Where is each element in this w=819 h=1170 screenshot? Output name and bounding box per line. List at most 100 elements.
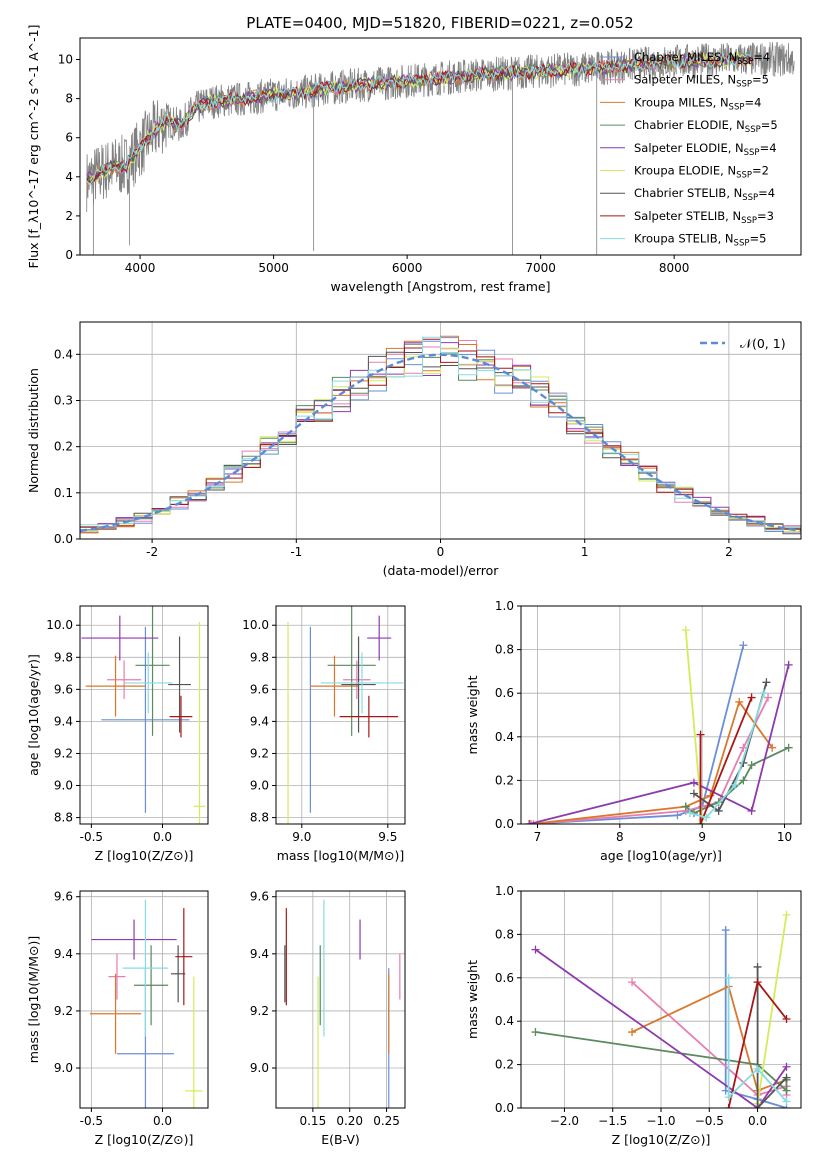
x-tick-label: 0.0: [153, 830, 172, 844]
y-tick-label: 0: [65, 248, 73, 262]
weight-marker: [525, 820, 534, 824]
y-tick-label: 8.8: [54, 811, 73, 825]
legend-entry: Chabrier MILES, NSSP=4: [634, 50, 770, 67]
weight-marker: [782, 1062, 791, 1071]
x-tick-label: 0.15: [299, 1114, 326, 1128]
y-tick-label: 0.0: [54, 532, 73, 546]
x-axis-label: E(B-V): [321, 1132, 360, 1147]
weight-series-line: [727, 977, 788, 1103]
x-tick-label: -2: [146, 545, 158, 559]
x-tick-label: 0: [437, 545, 445, 559]
x-tick-label: −1.5: [598, 1114, 627, 1128]
y-tick-label: 10: [58, 53, 73, 67]
weight-marker: [724, 973, 733, 982]
spectrum-legend: Chabrier MILES, NSSP=4 Salpeter MILES, NS…: [600, 50, 778, 249]
legend-entry: Kroupa STELIB, NSSP=5: [634, 232, 766, 249]
y-tick-label: 0.8: [495, 927, 514, 941]
y-tick-label: 0.8: [495, 643, 514, 657]
weight-marker: [753, 978, 762, 987]
mass_vs_Z-axes: -0.5 0.0 9.0 9.2 9.4 9.6 Z [log10(Z/Z⊙)] mass […: [26, 890, 208, 1147]
legend-count: =5: [761, 118, 778, 132]
weight-series-line: [535, 1031, 788, 1093]
legend-subscript: SSP: [742, 193, 758, 203]
x-tick-label: -0.5: [80, 830, 103, 844]
y-tick-label: 9.6: [250, 890, 269, 904]
legend-subscript: SSP: [729, 102, 745, 112]
weight-marker: [529, 820, 538, 824]
y-tick-label: 1.0: [495, 884, 514, 898]
y-tick-label: 6: [65, 131, 73, 145]
axes-frame: [79, 890, 209, 1109]
y-tick-label: 8: [65, 92, 73, 106]
weight-marker: [531, 945, 540, 954]
legend-subscript: SSP: [744, 148, 760, 158]
weight-marker: [784, 743, 793, 752]
legend-count: =4: [758, 186, 775, 200]
x-axis-label: Z [log10(Z/Z⊙)]: [95, 848, 194, 863]
x-tick-label: 6000: [392, 261, 423, 275]
legend-subscript: SSP: [741, 216, 757, 226]
legend-entry: Chabrier STELIB, NSSP=4: [634, 186, 775, 203]
mass_vs_Z-errorbars: [89, 899, 203, 1108]
x-tick-label: 9: [698, 830, 706, 844]
y-tick-label: 0.2: [495, 773, 514, 787]
massweight_vs_Z-lines: [531, 910, 791, 1108]
y-tick-label: 1.0: [495, 599, 514, 613]
y-axis-label: mass weight: [465, 960, 480, 1039]
weight-marker: [685, 809, 694, 818]
weight-marker: [782, 1073, 791, 1082]
x-axis-label: mass [log10(M/M⊙)]: [277, 848, 405, 863]
x-tick-label: -1: [290, 545, 302, 559]
x-tick-label: 9.5: [378, 830, 397, 844]
y-tick-label: 9.0: [54, 779, 73, 793]
weight-marker: [747, 693, 756, 702]
y-axis-label: mass [log10(M/M⊙)]: [26, 936, 41, 1064]
weight-marker: [714, 806, 723, 815]
axes-frame: [79, 321, 802, 540]
weight-marker: [753, 1104, 762, 1108]
legend-count: =4: [744, 95, 761, 109]
legend-subscript: SSP: [736, 80, 752, 90]
legend-entry: Chabrier ELODIE, NSSP=5: [634, 118, 778, 135]
weight-series-line: [699, 697, 753, 824]
x-axis-label: Z [log10(Z/Z⊙)]: [612, 1132, 711, 1147]
weight-marker: [753, 1064, 762, 1073]
y-axis-label: Normed distribution: [26, 368, 41, 493]
legend-entry: Salpeter STELIB, NSSP=3: [634, 209, 774, 226]
residuals-axes: -2 -1 0 1 2 0.0 0.1 0.2 0.3 0.4 (data-model)/error…: [26, 322, 801, 578]
weight-marker: [747, 806, 756, 815]
x-tick-label: 7000: [525, 261, 556, 275]
legend-entry: Salpeter ELODIE, NSSP=4: [634, 141, 777, 158]
y-tick-label: 9.4: [54, 714, 73, 728]
x-tick-label: 1: [581, 545, 589, 559]
y-tick-label: 0.3: [54, 393, 73, 407]
weight-marker: [764, 693, 773, 702]
weight-marker: [673, 811, 682, 820]
x-tick-label: -0.5: [80, 1114, 103, 1128]
y-tick-label: 9.4: [54, 947, 73, 961]
figure-title: PLATE=0400, MJD=51820, FIBERID=0221, z=0…: [246, 14, 633, 32]
y-tick-label: 9.0: [250, 1061, 269, 1075]
weight-marker: [689, 778, 698, 787]
x-tick-label: 5000: [258, 261, 289, 275]
massweight_vs_Z-axes: −2.0 −1.5 −1.0 −0.5 0.0 0.0 0.2 0.4 0.6 0.8 1.0 Z […: [465, 884, 801, 1147]
y-tick-label: 9.2: [250, 746, 269, 760]
mass_vs_ebv-axes: 0.15 0.20 0.25 9.0 9.2 9.4 9.6 E(B-V): [250, 890, 405, 1147]
y-tick-label: 8.8: [250, 811, 269, 825]
y-tick-label: 0.4: [495, 730, 514, 744]
histogram-step: [80, 336, 801, 531]
y-tick-label: 0.1: [54, 486, 73, 500]
x-axis-label: age [log10(age/yr)]: [600, 848, 722, 863]
mass_vs_ebv-errorbars: [284, 899, 401, 1108]
x-tick-label: −2.0: [550, 1114, 579, 1128]
y-axis-label: Flux [f_λ10^-17 erg cm^-2 s^-1 A^-1]: [26, 25, 41, 269]
weight-marker: [526, 820, 535, 824]
y-tick-label: 9.6: [54, 682, 73, 696]
x-tick-label: 8: [616, 830, 624, 844]
legend-entry: Kroupa ELODIE, NSSP=2: [634, 164, 769, 181]
legend-count: =5: [749, 232, 766, 246]
spectrum-series: [86, 41, 795, 255]
weight-series-line: [724, 930, 787, 1108]
